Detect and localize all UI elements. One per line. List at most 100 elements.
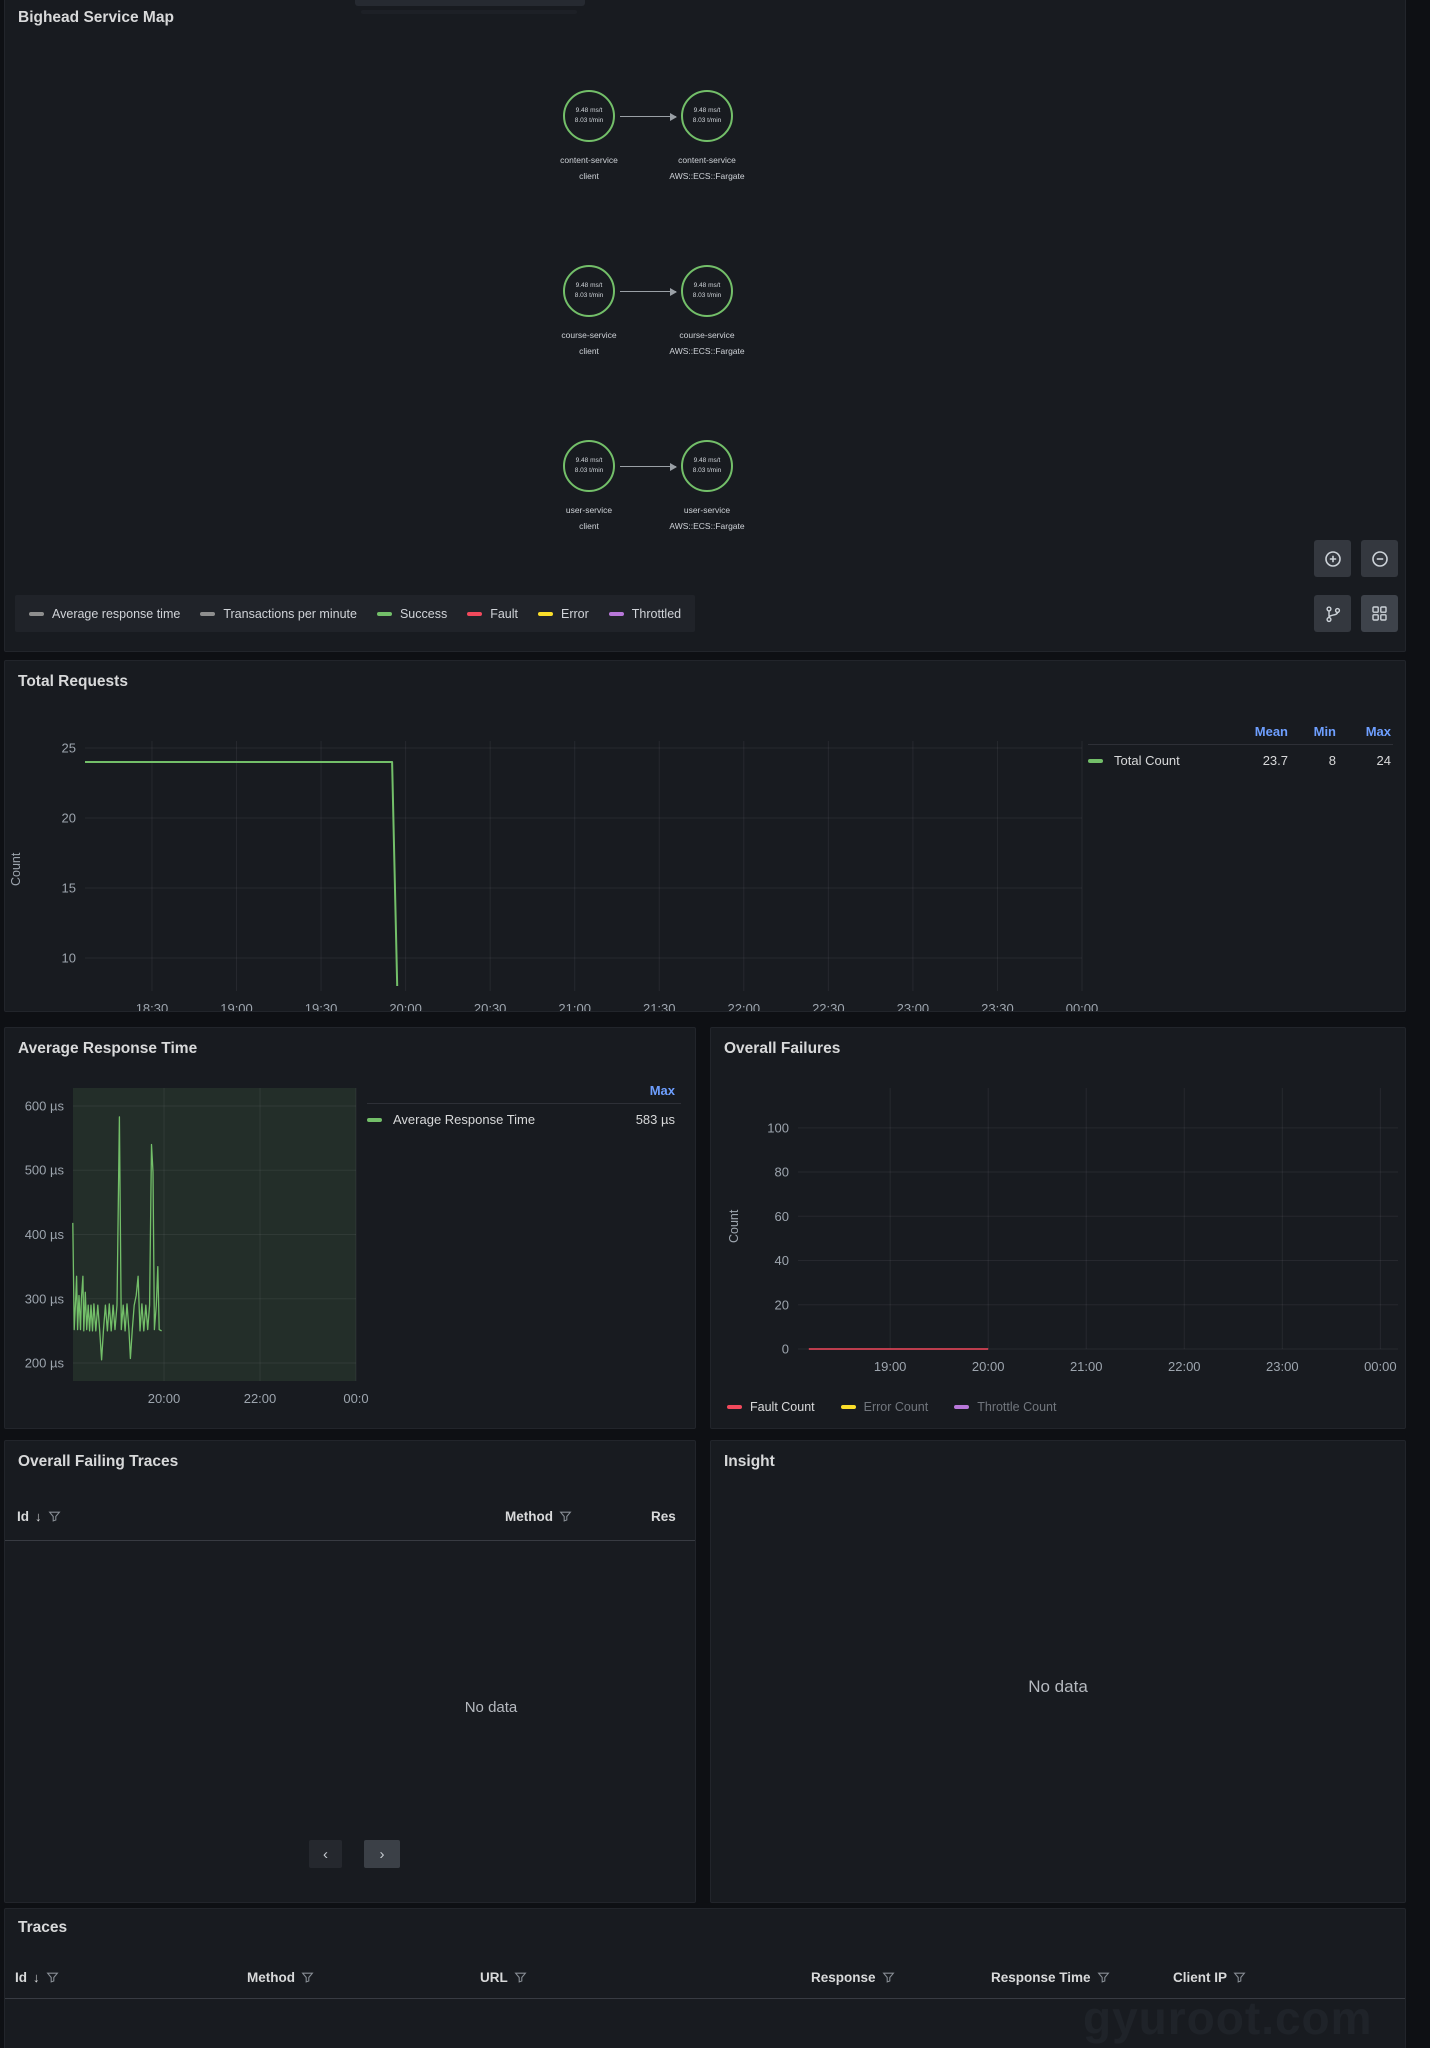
svg-text:23:00: 23:00 [897,1001,930,1012]
column-header-response[interactable]: Response [811,1970,895,1985]
node-metric: 8.03 t/min [574,117,604,124]
svg-text:100: 100 [767,1120,789,1135]
node-label: user-service AWS::ECS::Fargate [669,505,745,532]
grid-icon [1372,606,1387,621]
service-node-user-client[interactable]: 9.48 ms/t 8.03 t/min [563,440,615,492]
service-map-row: 9.48 ms/t 8.03 t/min 9.48 ms/t 8.03 t/mi… [563,440,745,560]
zoom-out-button[interactable] [1361,540,1398,577]
no-data-message: No data [1028,1677,1088,1696]
panel-title-traces[interactable]: Traces [18,1919,68,1936]
svg-text:20:30: 20:30 [474,1001,507,1012]
filter-icon[interactable] [882,1971,895,1984]
svg-text:20: 20 [775,1297,789,1312]
legend-item-tpm[interactable]: Transactions per minute [200,607,357,621]
column-header-method[interactable]: Method [505,1509,572,1524]
legend-item-error-count[interactable]: Error Count [840,1400,928,1414]
legend-series-avg-response-time[interactable]: Average Response Time 583 µs [367,1104,681,1134]
sort-desc-icon: ↓ [33,1970,40,1985]
node-metric: 9.48 ms/t [693,282,721,290]
filter-icon[interactable] [301,1971,314,1984]
service-node-user-fargate[interactable]: 9.48 ms/t 8.03 t/min [681,440,733,492]
svg-text:500 µs: 500 µs [25,1163,65,1178]
column-header-id[interactable]: Id ↓ [17,1509,61,1524]
column-header-url[interactable]: URL [480,1970,527,1985]
svg-text:19:00: 19:00 [220,1001,253,1012]
service-node-course-client[interactable]: 9.48 ms/t 8.03 t/min [563,265,615,317]
svg-text:21:30: 21:30 [643,1001,676,1012]
panel-insight: Insight No data [710,1440,1406,1903]
svg-text:20: 20 [62,810,76,825]
legend-item-success[interactable]: Success [376,607,447,621]
svg-text:15: 15 [62,880,76,895]
filter-icon[interactable] [1233,1971,1246,1984]
node-metric: 8.03 t/min [574,467,604,474]
service-node-content-client[interactable]: 9.48 ms/t 8.03 t/min [563,90,615,142]
filter-icon[interactable] [514,1971,527,1984]
service-node-content-fargate[interactable]: 9.48 ms/t 8.03 t/min [681,90,733,142]
legend-series-total-count[interactable]: Total Count 23.7 8 24 [1088,745,1393,775]
zoom-in-button[interactable] [1314,540,1351,577]
table-header: Id ↓ Method URL Response [5,1965,1405,1999]
branch-icon [1325,605,1340,622]
legend-item-fault-count[interactable]: Fault Count [727,1400,815,1414]
filter-icon[interactable] [559,1510,572,1523]
svg-text:40: 40 [775,1253,789,1268]
svg-text:10: 10 [62,950,76,965]
layout-grid-button[interactable] [1361,595,1398,632]
column-header-response-time[interactable]: Response Time [991,1970,1110,1985]
zoom-in-icon [1324,550,1341,567]
panel-title-insight[interactable]: Insight [724,1453,775,1470]
column-header-method[interactable]: Method [247,1970,314,1985]
pagination-prev-button[interactable]: ‹ [309,1840,342,1868]
svg-text:00:00: 00:00 [1364,1359,1397,1374]
filter-icon[interactable] [47,1510,61,1523]
panel-title-total-requests[interactable]: Total Requests [18,673,128,690]
total-requests-chart[interactable]: 10 15 20 25 18:30 19:00 19:30 20:00 20:30 21:00 21… [5,716,1406,1012]
panel-title-avg-response-time[interactable]: Average Response Time [18,1040,198,1057]
node-metric: 8.03 t/min [692,117,722,124]
stat-max: 583 µs [635,1111,675,1127]
truncated-dropdown-shadow [361,10,577,14]
overall-failures-chart[interactable]: 0 20 40 60 80 100 19:00 20:00 21:00 22:00 23:00 00:… [711,1068,1406,1428]
svg-text:23:30: 23:30 [981,1001,1014,1012]
svg-text:200 µs: 200 µs [25,1356,65,1371]
filter-icon[interactable] [1097,1971,1110,1984]
panel-title-service-map[interactable]: Bighead Service Map [18,9,174,26]
edge-arrow-icon [620,462,677,471]
svg-text:20:00: 20:00 [389,1001,422,1012]
layout-branch-button[interactable] [1314,595,1351,632]
panel-title-overall-failing-traces[interactable]: Overall Failing Traces [18,1453,179,1470]
panel-title-overall-failures[interactable]: Overall Failures [724,1040,841,1057]
column-header-response-truncated[interactable]: Res [651,1509,676,1524]
svg-text:21:00: 21:00 [558,1001,591,1012]
legend-item-throttle-count[interactable]: Throttle Count [954,1400,1056,1414]
svg-text:300 µs: 300 µs [25,1291,65,1306]
sort-desc-icon: ↓ [35,1509,42,1524]
svg-text:25: 25 [62,740,76,755]
legend-swatch [376,611,392,616]
legend-item-error[interactable]: Error [538,607,589,621]
legend-swatch [954,1405,970,1409]
svg-text:21:00: 21:00 [1070,1359,1103,1374]
legend-swatch [1088,759,1103,764]
legend-swatch [538,611,553,616]
avg-response-time-chart[interactable]: 200 µs 300 µs 400 µs 500 µs 600 µs 20:00 22:00… [5,1068,696,1428]
filter-icon[interactable] [45,1971,59,1984]
legend-item-avg-response[interactable]: Average response time [29,607,180,621]
node-metric: 8.03 t/min [692,292,722,299]
legend-item-throttled[interactable]: Throttled [608,607,681,621]
truncated-dropdown-remnant [355,0,585,6]
legend-item-fault[interactable]: Fault [467,607,518,621]
svg-text:22:30: 22:30 [812,1001,845,1012]
column-header-id[interactable]: Id ↓ [15,1970,59,1985]
total-requests-legend: Mean Min Max Total Count 23.7 8 24 [1088,719,1393,775]
svg-text:22:00: 22:00 [244,1391,277,1406]
pagination-next-button[interactable]: › [364,1840,400,1868]
legend-swatch [727,1405,742,1409]
column-header-client-ip[interactable]: Client IP [1173,1970,1246,1985]
service-map-row: 9.48 ms/t 8.03 t/min 9.48 ms/t 8.03 t/mi… [561,265,745,385]
svg-text:00:0: 00:0 [343,1391,368,1406]
legend-swatch [840,1405,856,1409]
stat-min: 8 [1328,752,1336,768]
service-node-course-fargate[interactable]: 9.48 ms/t 8.03 t/min [681,265,733,317]
